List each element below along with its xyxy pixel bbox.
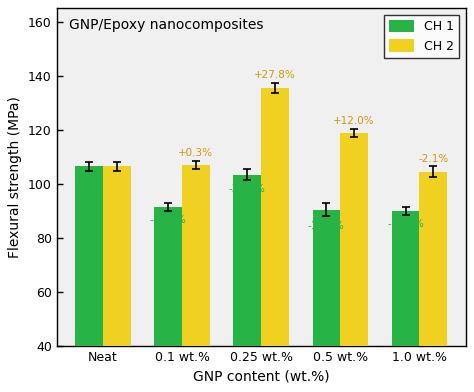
Text: GNP/Epoxy nanocomposites: GNP/Epoxy nanocomposites <box>69 18 264 33</box>
Text: -2.1%: -2.1% <box>418 154 448 164</box>
Text: -2.37%: -2.37% <box>229 184 266 194</box>
Bar <box>392 211 419 392</box>
Bar <box>155 207 182 392</box>
Text: +0.3%: +0.3% <box>178 148 213 158</box>
Bar <box>340 132 368 392</box>
Bar <box>103 167 131 392</box>
Bar <box>261 88 289 392</box>
Text: -14.7%: -14.7% <box>308 221 345 230</box>
Text: -13.8%: -13.8% <box>150 215 187 225</box>
Legend: CH 1, CH 2: CH 1, CH 2 <box>384 15 459 58</box>
X-axis label: GNP content (wt.%): GNP content (wt.%) <box>193 370 329 384</box>
Bar <box>419 172 447 392</box>
Bar <box>182 165 210 392</box>
Text: -14.8%: -14.8% <box>387 219 424 229</box>
Text: +27.8%: +27.8% <box>254 70 296 80</box>
Bar <box>75 167 103 392</box>
Bar <box>234 174 261 392</box>
Text: +12.0%: +12.0% <box>333 116 375 126</box>
Y-axis label: Flexural strength (MPa): Flexural strength (MPa) <box>9 96 22 258</box>
Bar <box>312 210 340 392</box>
